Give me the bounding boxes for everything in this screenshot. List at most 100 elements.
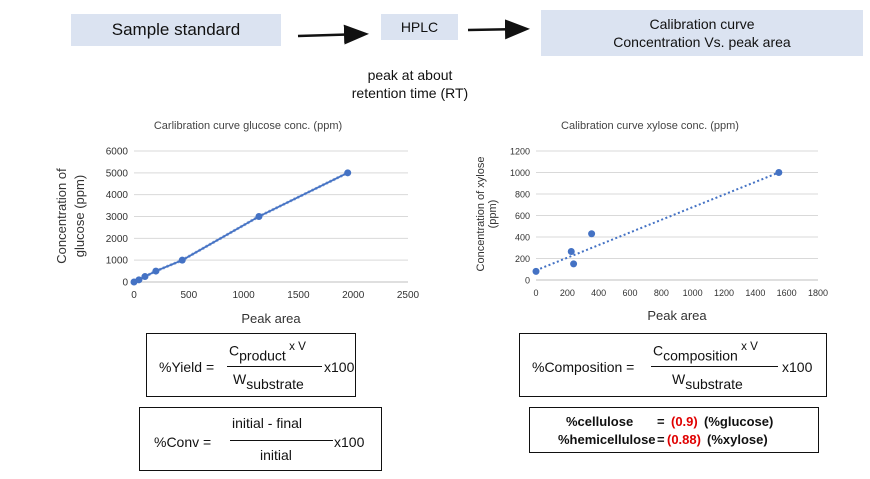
composition-num-main: C [653, 342, 664, 359]
glucose-data-point [135, 276, 143, 284]
xylose-chart-title: Calibration curve xylose conc. (ppm) [561, 120, 739, 132]
glucose-y-tick-label: 4000 [106, 190, 129, 201]
xylose-x-tick-label: 1600 [777, 288, 797, 298]
glucose-x-tick-label: 500 [180, 290, 197, 301]
xylose-data-point [570, 260, 578, 268]
xylose-y-tick-label: 200 [515, 254, 530, 264]
hplc-label: HPLC [400, 19, 439, 35]
composition-num-sub: composition [663, 347, 738, 364]
composition-den-main: W [672, 371, 686, 387]
xylose-y-tick-label: 0 [525, 276, 530, 286]
yield-den-main: W [233, 371, 247, 387]
glucose-data-point [178, 256, 186, 264]
cellulose-formula-box: %cellulose = (0.9) (%glucose) %hemicellu… [529, 407, 819, 453]
calibration-curve-title: Calibration curve [649, 16, 755, 32]
xylose-trendline [535, 171, 780, 272]
glucose-x-tick-label: 1000 [232, 290, 255, 301]
xylose-x-axis-label: Peak area [647, 308, 707, 323]
hemicellulose-rest: (%xylose) [707, 432, 768, 447]
composition-num-tail: x V [737, 340, 758, 353]
yield-num-main: C [229, 342, 240, 359]
xylose-x-tick-label: 600 [622, 288, 637, 298]
glucose-y-tick-label: 6000 [106, 147, 129, 158]
glucose-data-point [141, 273, 149, 281]
xylose-x-tick-label: 1200 [714, 288, 734, 298]
yield-fraction-line [227, 366, 322, 368]
calibration-curve-subtitle: Concentration Vs. peak area [613, 34, 791, 50]
conv-numerator: initial - final [232, 415, 303, 431]
yield-num-tail: x V [285, 340, 306, 353]
composition-formula-box: %Composition = Ccomposition x V Wsubstra… [519, 333, 827, 397]
glucose-y-axis-label-line2: glucose (ppm) [72, 175, 87, 257]
composition-lhs: %Composition = [532, 359, 635, 375]
xylose-y-axis-label-line2: (ppm) [487, 200, 499, 229]
glucose-y-tick-label: 3000 [106, 212, 129, 223]
xylose-x-tick-label: 0 [533, 288, 538, 298]
glucose-y-axis-label-line1: Concentration of [54, 168, 69, 264]
hemicellulose-label: %hemicellulose [558, 432, 656, 447]
xylose-x-tick-label: 1400 [745, 288, 765, 298]
glucose-y-tick-label: 1000 [106, 256, 129, 267]
yield-formula-box: %Yield = Cproduct x V Wsubstrate x100 [146, 333, 356, 397]
hemicellulose-eq: = [657, 432, 665, 447]
xylose-data-point [567, 248, 575, 256]
xylose-data-point [588, 230, 596, 238]
xylose-y-tick-label: 1200 [510, 147, 530, 157]
glucose-y-tick-label: 0 [122, 278, 128, 289]
glucose-x-tick-label: 0 [131, 290, 137, 301]
peak-note: peak at about retention time (RT) [330, 66, 490, 102]
yield-denominator: Wsubstrate [233, 371, 304, 392]
composition-denominator: Wsubstrate [672, 371, 743, 392]
glucose-chart: 0 1000 2000 3000 4000 5000 6000 0 500 1000 1500 200… [54, 120, 420, 326]
glucose-chart-title: Carlibration curve glucose conc. (ppm) [154, 120, 342, 132]
yield-den-sub: substrate [246, 376, 304, 392]
sample-standard-label: Sample standard [111, 20, 241, 39]
composition-den-sub: substrate [685, 376, 743, 392]
calibration-curve-box: Calibration curve Concentration Vs. peak… [541, 10, 863, 56]
xylose-x-tick-label: 200 [560, 288, 575, 298]
cellulose-label: %cellulose [566, 414, 634, 429]
cellulose-factor: (0.9) [671, 414, 698, 429]
glucose-data-point [255, 213, 263, 220]
hemicellulose-factor: (0.88) [667, 432, 701, 447]
xylose-x-tick-label: 400 [591, 288, 606, 298]
glucose-x-tick-label: 2000 [342, 290, 365, 301]
conv-lhs: %Conv = [154, 434, 212, 450]
glucose-data-point [344, 169, 352, 177]
xylose-x-tick-label: 1800 [808, 288, 828, 298]
conv-tail: x100 [334, 434, 365, 450]
glucose-series-line [133, 172, 349, 283]
glucose-x-tick-label: 1500 [287, 290, 310, 301]
xylose-y-tick-label: 1000 [510, 168, 530, 178]
yield-tail: x100 [324, 359, 355, 375]
cellulose-rest: (%glucose) [704, 414, 774, 429]
arrow-sample-to-hplc [297, 24, 369, 45]
yield-numerator: Cproduct x V [229, 340, 306, 364]
glucose-x-tick-label: 2500 [397, 290, 420, 301]
composition-numerator: Ccomposition x V [653, 340, 758, 364]
yield-lhs: %Yield = [159, 359, 215, 375]
xylose-chart: 0 200 400 600 800 1000 1200 0 200 400 600 800 1000 12… [475, 120, 828, 323]
conv-fraction-line [230, 440, 333, 442]
arrow-hplc-to-calibration [467, 19, 530, 40]
xylose-y-tick-label: 800 [515, 190, 530, 200]
glucose-y-tick-label: 5000 [106, 168, 129, 179]
glucose-y-tick-label: 2000 [106, 234, 129, 245]
yield-num-sub: product [239, 347, 286, 364]
xylose-y-tick-label: 600 [515, 211, 530, 221]
sample-standard-box: Sample standard [71, 14, 281, 46]
glucose-data-point [152, 267, 160, 275]
composition-fraction-line [651, 366, 778, 368]
conv-formula-box: %Conv = initial - final initial x100 [139, 407, 382, 471]
glucose-x-axis-label: Peak area [241, 311, 301, 326]
xylose-data-point [532, 267, 540, 275]
xylose-data-point [775, 169, 783, 176]
xylose-x-tick-label: 1000 [683, 288, 703, 298]
xylose-y-tick-label: 400 [515, 233, 530, 243]
conv-denominator: initial [260, 447, 292, 463]
xylose-y-axis-label-line1: Concentration of xylose [475, 157, 487, 272]
peak-note-line1: peak at about [367, 67, 453, 83]
xylose-x-tick-label: 800 [654, 288, 669, 298]
peak-note-line2: retention time (RT) [351, 85, 469, 101]
